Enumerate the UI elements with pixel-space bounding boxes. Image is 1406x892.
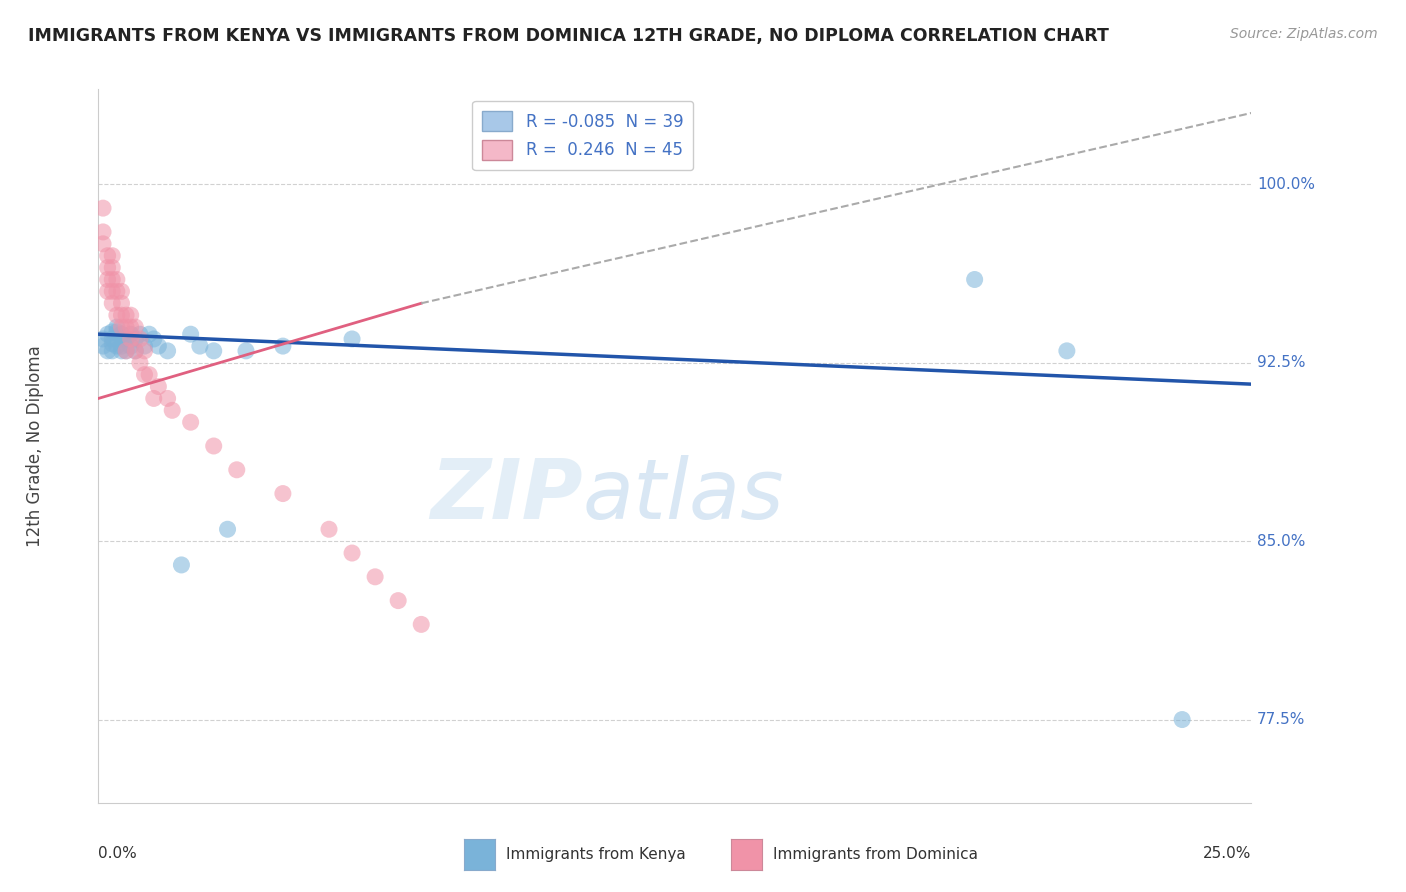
Point: [110, 320, 132, 334]
Point: [180, 415, 202, 429]
Point: [963, 272, 986, 286]
Text: Source: ZipAtlas.com: Source: ZipAtlas.com: [1230, 27, 1378, 41]
Point: [318, 522, 340, 536]
Point: [105, 325, 128, 339]
Point: [91, 339, 114, 353]
Point: [411, 617, 433, 632]
Point: [142, 332, 165, 346]
Point: [134, 339, 156, 353]
Point: [97, 249, 120, 263]
Text: 25.0%: 25.0%: [1204, 846, 1251, 861]
Point: [129, 332, 152, 346]
Point: [387, 593, 409, 607]
Point: [101, 296, 124, 310]
Point: [115, 332, 138, 346]
Point: [110, 343, 132, 358]
Text: Immigrants from Dominica: Immigrants from Dominica: [773, 847, 979, 862]
Point: [97, 327, 120, 342]
Point: [170, 558, 193, 572]
Legend: R = -0.085  N = 39, R =  0.246  N = 45: R = -0.085 N = 39, R = 0.246 N = 45: [472, 101, 693, 170]
Point: [101, 272, 124, 286]
Point: [142, 392, 165, 406]
Point: [105, 332, 128, 346]
Point: [101, 336, 124, 351]
Point: [124, 332, 146, 346]
Text: Immigrants from Kenya: Immigrants from Kenya: [506, 847, 686, 862]
Point: [91, 332, 114, 346]
Point: [1056, 343, 1078, 358]
Point: [120, 308, 142, 322]
Point: [156, 392, 179, 406]
Point: [202, 439, 225, 453]
Point: [97, 343, 120, 358]
Text: 92.5%: 92.5%: [1257, 355, 1306, 370]
Point: [101, 332, 124, 346]
Point: [101, 285, 124, 299]
Point: [124, 343, 146, 358]
Point: [188, 339, 211, 353]
Point: [134, 368, 156, 382]
Text: ZIP: ZIP: [430, 456, 582, 536]
Text: atlas: atlas: [582, 456, 785, 536]
Point: [91, 225, 114, 239]
Point: [110, 332, 132, 346]
Point: [110, 296, 132, 310]
Point: [124, 320, 146, 334]
Point: [271, 339, 294, 353]
Point: [340, 332, 363, 346]
Text: IMMIGRANTS FROM KENYA VS IMMIGRANTS FROM DOMINICA 12TH GRADE, NO DIPLOMA CORRELA: IMMIGRANTS FROM KENYA VS IMMIGRANTS FROM…: [28, 27, 1109, 45]
Text: 85.0%: 85.0%: [1257, 533, 1306, 549]
Point: [101, 343, 124, 358]
Point: [129, 327, 152, 342]
Point: [120, 327, 142, 342]
Point: [129, 356, 152, 370]
Text: 77.5%: 77.5%: [1257, 712, 1306, 727]
Point: [105, 320, 128, 334]
Point: [148, 339, 170, 353]
Text: 100.0%: 100.0%: [1257, 177, 1315, 192]
Point: [105, 272, 128, 286]
Point: [115, 343, 138, 358]
Point: [115, 343, 138, 358]
Point: [225, 463, 247, 477]
Point: [110, 327, 132, 342]
Point: [115, 308, 138, 322]
Point: [156, 343, 179, 358]
Point: [101, 325, 124, 339]
Point: [120, 320, 142, 334]
Point: [124, 343, 146, 358]
Point: [120, 332, 142, 346]
Point: [105, 308, 128, 322]
Point: [110, 308, 132, 322]
Point: [138, 327, 160, 342]
Point: [160, 403, 183, 417]
Point: [110, 339, 132, 353]
Text: 0.0%: 0.0%: [98, 846, 138, 861]
Point: [97, 272, 120, 286]
Point: [148, 379, 170, 393]
Point: [101, 260, 124, 275]
Text: 12th Grade, No Diploma: 12th Grade, No Diploma: [25, 345, 44, 547]
Point: [138, 368, 160, 382]
Point: [120, 339, 142, 353]
Point: [217, 522, 239, 536]
Point: [101, 249, 124, 263]
Point: [115, 320, 138, 334]
Point: [105, 285, 128, 299]
Point: [110, 285, 132, 299]
Point: [235, 343, 257, 358]
Point: [271, 486, 294, 500]
Point: [340, 546, 363, 560]
Point: [91, 236, 114, 251]
Point: [134, 343, 156, 358]
Point: [97, 260, 120, 275]
Point: [202, 343, 225, 358]
Point: [180, 327, 202, 342]
Point: [105, 339, 128, 353]
Point: [91, 201, 114, 215]
Point: [97, 285, 120, 299]
Point: [364, 570, 387, 584]
Point: [1171, 713, 1194, 727]
